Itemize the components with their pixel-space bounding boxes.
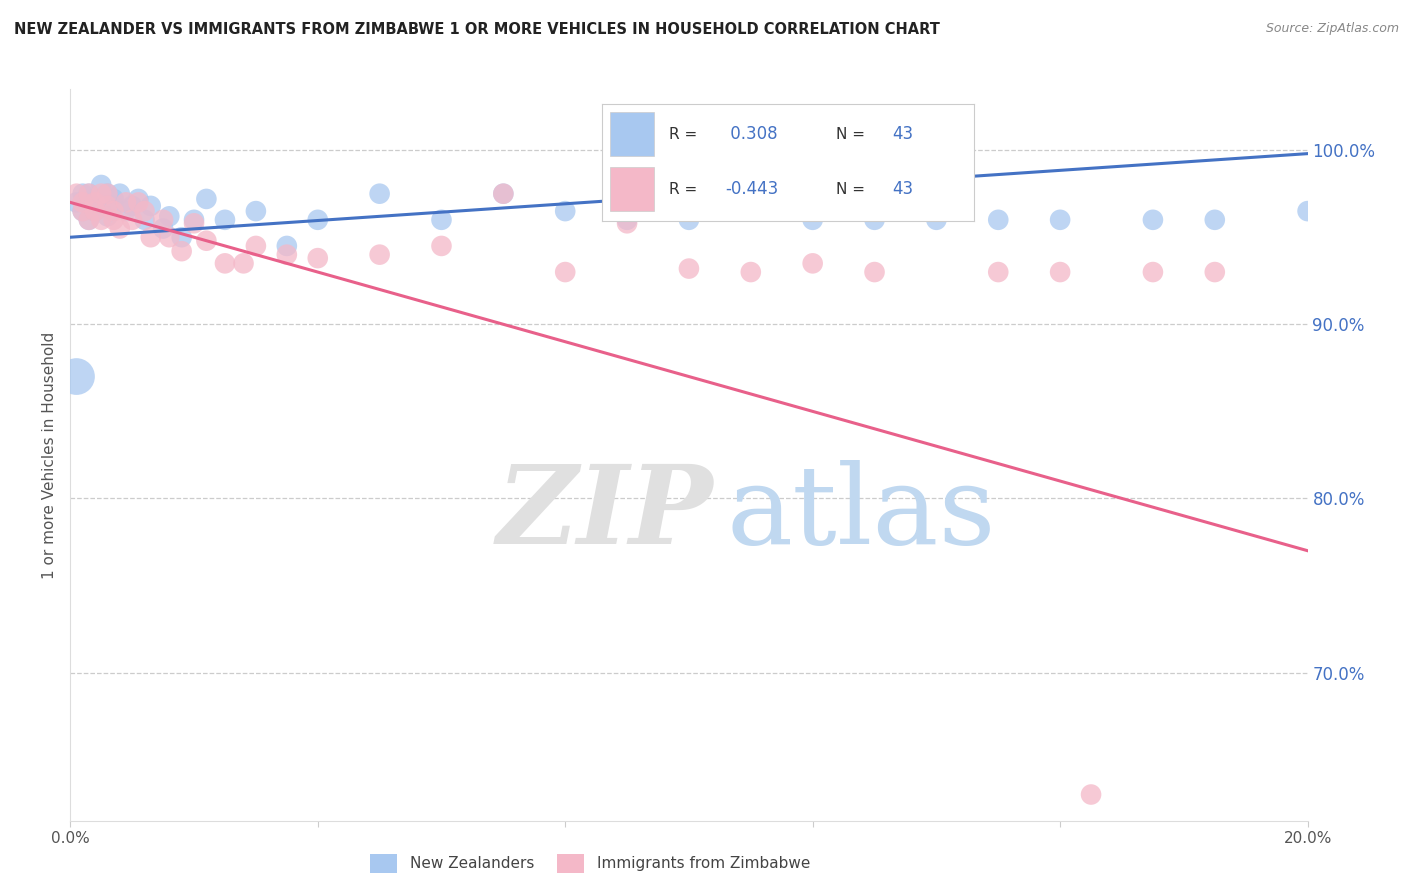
Point: [72, 204, 94, 219]
Point: [195, 192, 218, 206]
Point: [554, 204, 576, 219]
Point: [115, 195, 138, 210]
Point: [183, 216, 205, 230]
Point: [276, 247, 298, 261]
Point: [554, 265, 576, 279]
Point: [863, 212, 886, 227]
Text: Source: ZipAtlas.com: Source: ZipAtlas.com: [1265, 22, 1399, 36]
Point: [65, 186, 87, 201]
Legend: New Zealanders, Immigrants from Zimbabwe: New Zealanders, Immigrants from Zimbabwe: [364, 848, 815, 879]
Point: [1049, 212, 1071, 227]
Text: NEW ZEALANDER VS IMMIGRANTS FROM ZIMBABWE 1 OR MORE VEHICLES IN HOUSEHOLD CORREL: NEW ZEALANDER VS IMMIGRANTS FROM ZIMBABW…: [14, 22, 941, 37]
Point: [170, 230, 193, 244]
Point: [430, 239, 453, 253]
Point: [121, 212, 143, 227]
Point: [492, 186, 515, 201]
Point: [96, 199, 118, 213]
Point: [214, 212, 236, 227]
Text: ZIP: ZIP: [498, 459, 714, 567]
Point: [152, 212, 174, 227]
Point: [72, 204, 94, 219]
Point: [127, 195, 149, 210]
Point: [276, 239, 298, 253]
Point: [801, 256, 824, 270]
Point: [740, 265, 762, 279]
Point: [65, 369, 87, 384]
Point: [65, 195, 87, 210]
Point: [157, 210, 180, 224]
Point: [616, 212, 638, 227]
Point: [616, 216, 638, 230]
Point: [90, 178, 112, 192]
Point: [103, 212, 125, 227]
Point: [1204, 212, 1226, 227]
Point: [1049, 265, 1071, 279]
Point: [84, 192, 107, 206]
Point: [72, 186, 94, 201]
Point: [1080, 788, 1102, 802]
Point: [84, 195, 107, 210]
Point: [987, 265, 1010, 279]
Point: [245, 239, 267, 253]
Point: [170, 244, 193, 259]
Point: [90, 186, 112, 201]
Point: [1142, 265, 1164, 279]
Point: [96, 186, 118, 201]
Point: [368, 186, 391, 201]
Point: [678, 212, 700, 227]
Point: [1142, 212, 1164, 227]
Point: [90, 199, 112, 213]
Point: [214, 256, 236, 270]
Point: [84, 204, 107, 219]
Point: [121, 199, 143, 213]
Point: [77, 186, 100, 201]
Point: [90, 212, 112, 227]
Point: [108, 186, 131, 201]
Point: [307, 251, 329, 265]
Y-axis label: 1 or more Vehicles in Household: 1 or more Vehicles in Household: [42, 331, 58, 579]
Point: [139, 199, 162, 213]
Point: [96, 210, 118, 224]
Point: [1204, 265, 1226, 279]
Point: [77, 186, 100, 201]
Point: [134, 204, 156, 219]
Point: [152, 221, 174, 235]
Point: [77, 212, 100, 227]
Point: [232, 256, 254, 270]
Point: [77, 212, 100, 227]
Point: [108, 221, 131, 235]
Point: [430, 212, 453, 227]
Point: [157, 230, 180, 244]
Point: [72, 195, 94, 210]
Point: [103, 199, 125, 213]
Point: [368, 247, 391, 261]
Point: [801, 212, 824, 227]
Point: [987, 212, 1010, 227]
Point: [183, 212, 205, 227]
Point: [863, 265, 886, 279]
Point: [103, 192, 125, 206]
Point: [134, 212, 156, 227]
Point: [307, 212, 329, 227]
Point: [678, 261, 700, 276]
Point: [195, 234, 218, 248]
Point: [740, 204, 762, 219]
Point: [115, 204, 138, 219]
Point: [139, 230, 162, 244]
Point: [84, 204, 107, 219]
Point: [925, 212, 948, 227]
Point: [245, 204, 267, 219]
Point: [96, 186, 118, 201]
Point: [103, 204, 125, 219]
Point: [1296, 204, 1319, 219]
Text: atlas: atlas: [725, 460, 995, 567]
Point: [127, 192, 149, 206]
Point: [492, 186, 515, 201]
